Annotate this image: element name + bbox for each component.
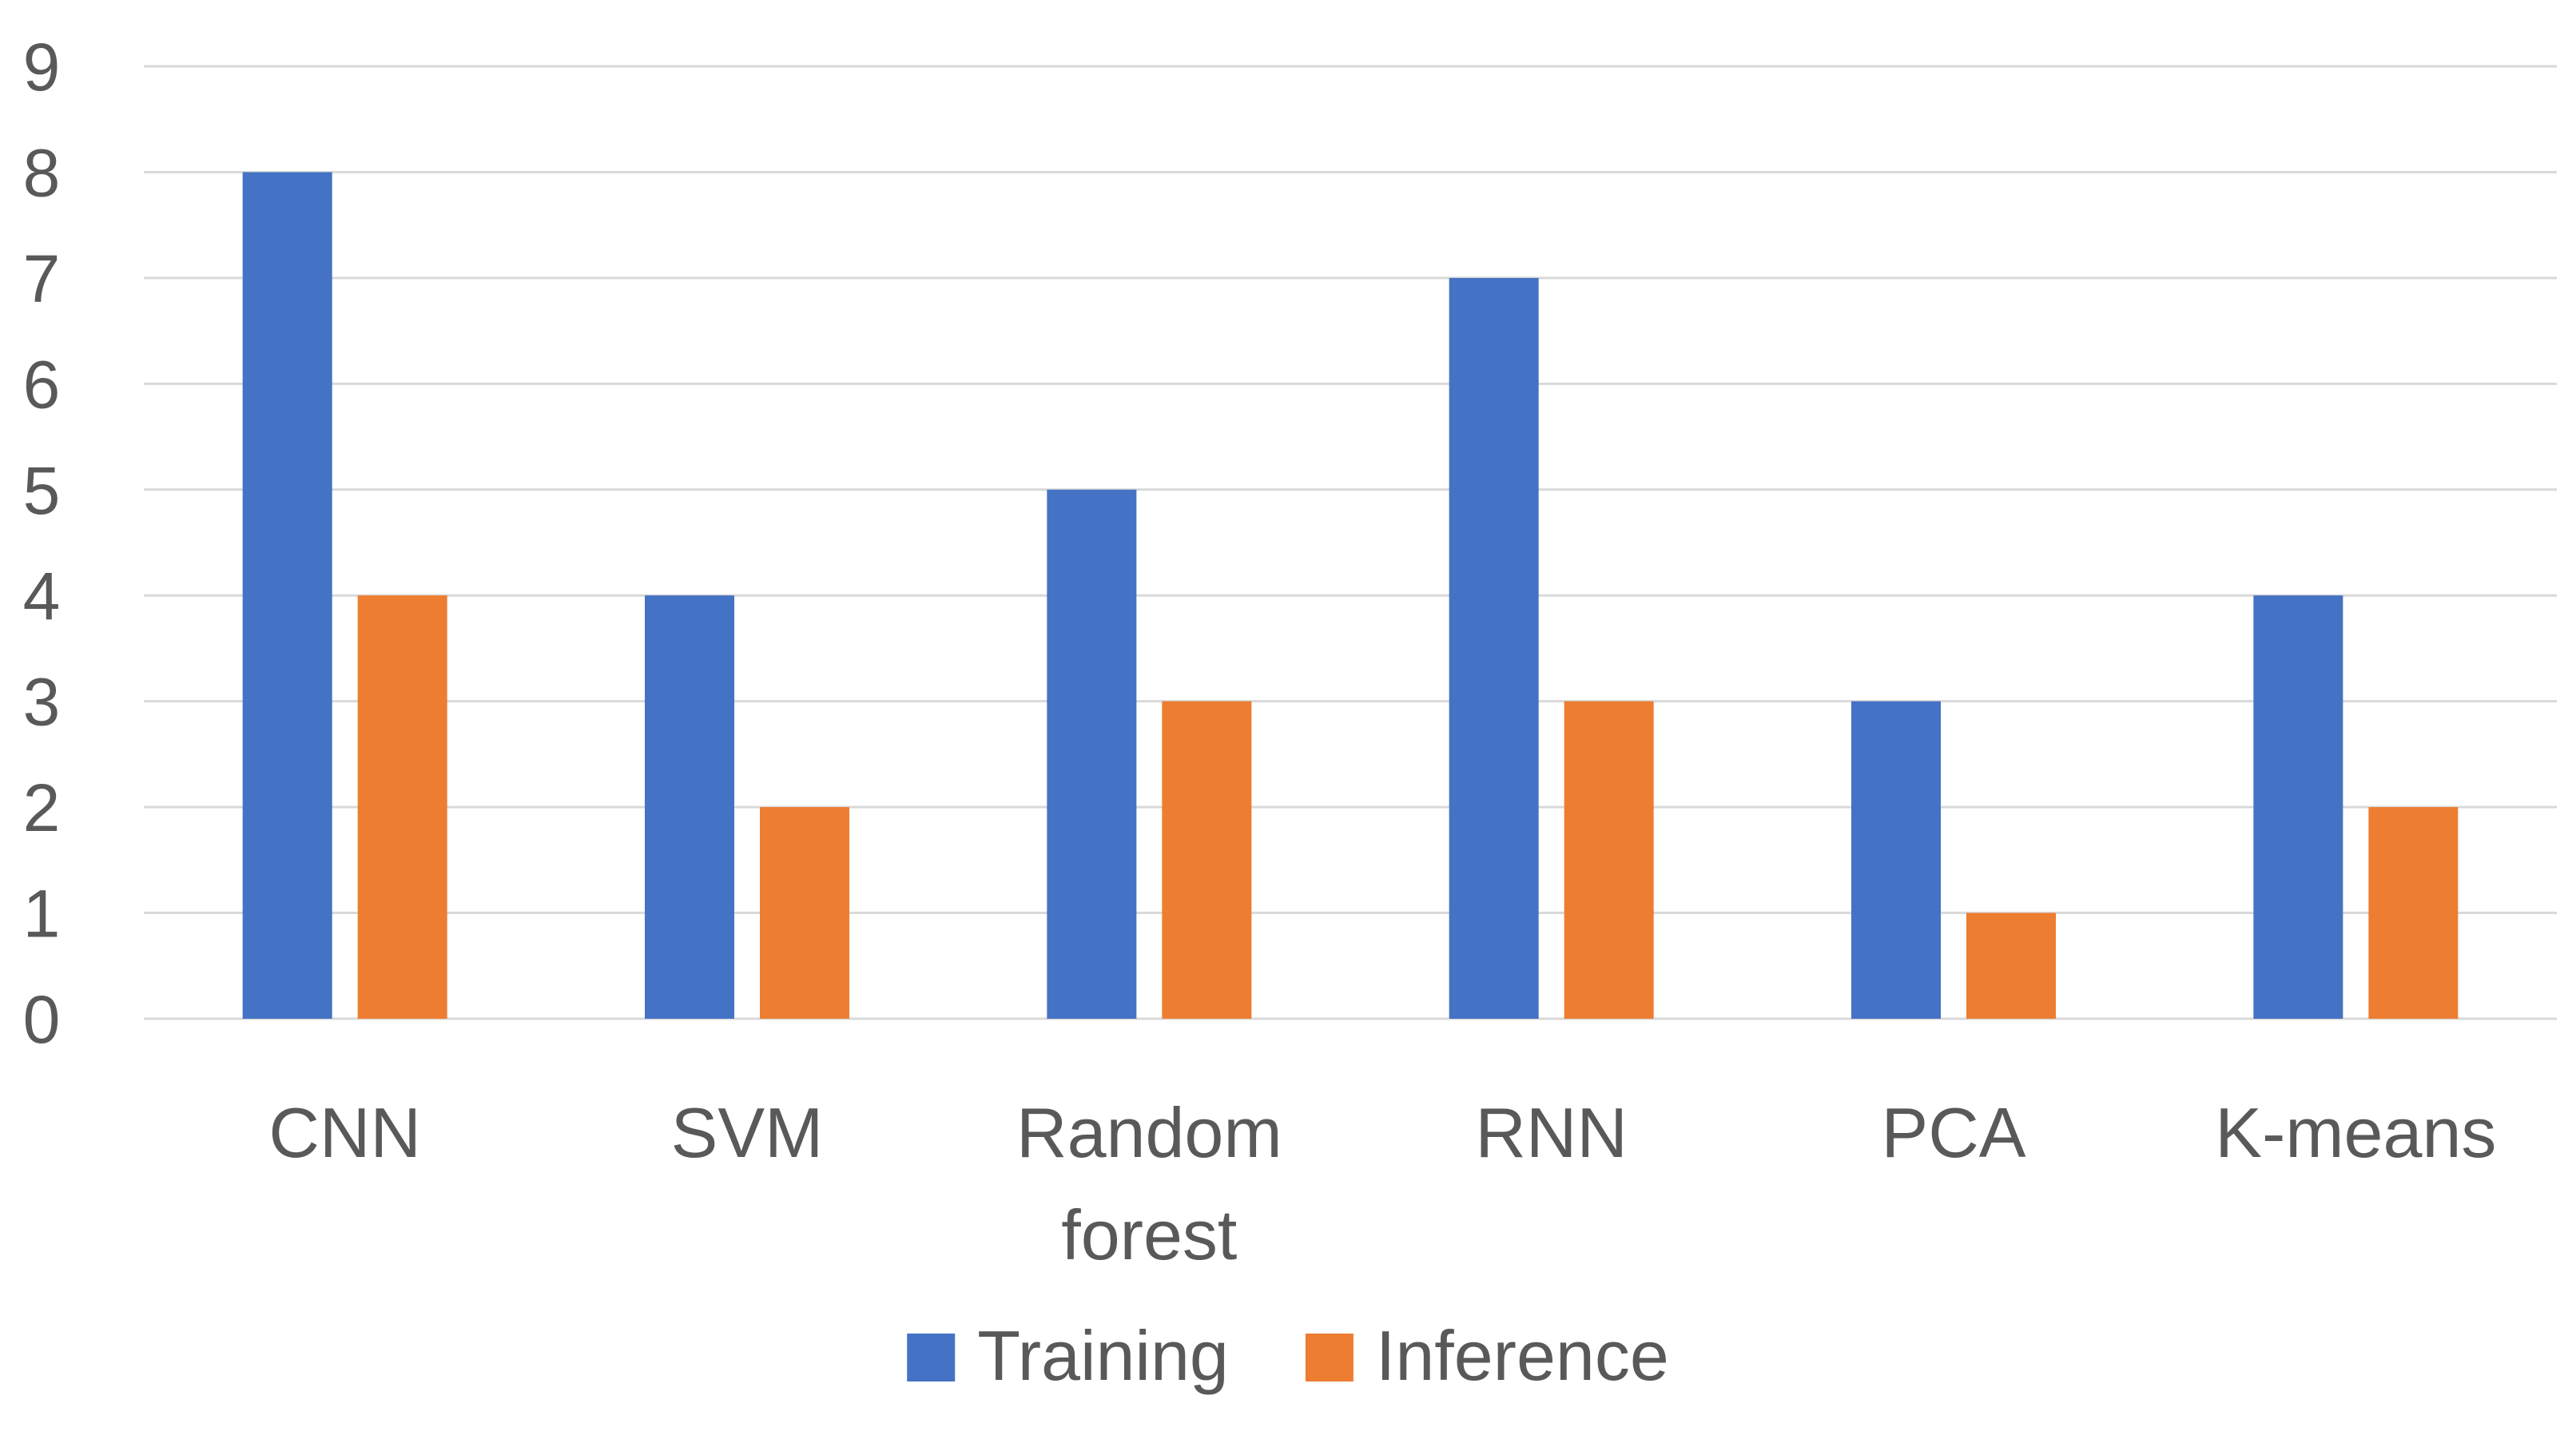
x-axis-ticks: CNN SVM Random forest RNN PCA K-means [268,1093,2496,1274]
legend-swatch-training [907,1334,956,1381]
y-tick-label: 9 [23,30,61,105]
legend-label-training: Training [977,1316,1229,1395]
bar-training-rnn [1449,277,1539,1019]
y-axis-ticks: 0 1 2 3 4 5 6 7 8 9 [23,30,61,1057]
bar-inference-rnn [1564,701,1654,1019]
x-tick-label: RNN [1475,1093,1628,1172]
x-tick-label: K-means [2215,1093,2496,1172]
y-tick-label: 0 [23,982,61,1057]
bar-training-svm [645,595,734,1019]
bar-training-pca [1851,701,1941,1019]
y-tick-label: 6 [23,347,61,422]
bar-inference-random-forest [1162,701,1252,1019]
legend-label-inference: Inference [1376,1316,1669,1395]
x-tick-label: PCA [1882,1093,2026,1172]
legend-swatch-inference [1305,1334,1354,1381]
y-tick-label: 4 [23,559,61,634]
y-tick-label: 2 [23,770,61,845]
y-tick-label: 7 [23,241,61,316]
y-tick-label: 8 [23,135,61,210]
bar-training-k-means [2253,595,2343,1019]
bar-inference-pca [1966,912,2056,1019]
legend: Training Inference [907,1316,1669,1395]
bar-inference-k-means [2368,807,2459,1019]
bar-training-random-forest [1047,489,1137,1019]
x-tick-label: Random forest [1016,1093,1282,1274]
bars [242,172,2459,1019]
y-tick-label: 1 [23,877,61,952]
x-tick-label: SVM [671,1093,824,1172]
bar-training-cnn [242,172,332,1019]
y-tick-label: 3 [23,665,61,740]
gridlines [144,65,2557,1020]
x-tick-label: CNN [268,1093,421,1172]
bar-inference-cnn [357,595,447,1019]
bar-inference-svm [760,807,849,1019]
y-tick-label: 5 [23,453,61,528]
